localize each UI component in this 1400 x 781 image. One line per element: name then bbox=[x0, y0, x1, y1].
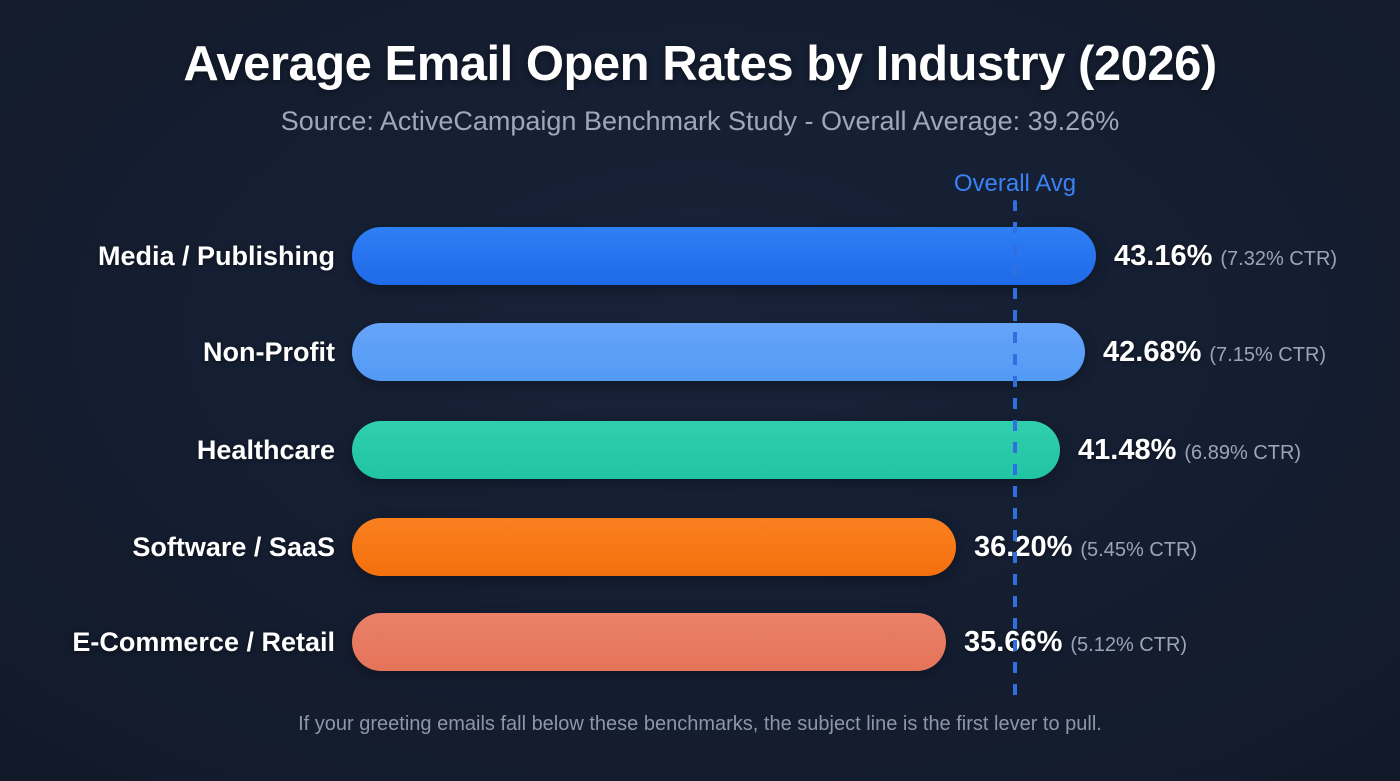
bar bbox=[352, 227, 1096, 285]
bar-ctr-label: (7.32% CTR) bbox=[1220, 248, 1338, 270]
bar-value-label: 36.20% bbox=[974, 531, 1073, 563]
overall-average-label: Overall Avg bbox=[953, 170, 1077, 197]
bar-ctr-label: (5.12% CTR) bbox=[1070, 634, 1188, 656]
bar-row: Media / Publishing 43.16% (7.32% CTR) bbox=[0, 227, 1400, 285]
bar-row: E-Commerce / Retail 35.66%(5.12% CTR) bbox=[0, 613, 1400, 671]
chart-subtitle: Source: ActiveCampaign Benchmark Study -… bbox=[280, 106, 1120, 136]
bar-category-label: Healthcare bbox=[196, 435, 335, 465]
bar-ctr-label: (5.45% CTR) bbox=[1080, 539, 1198, 561]
bar-value-label: 42.68% bbox=[1103, 336, 1202, 368]
bar-category-label: Media / Publishing bbox=[97, 241, 335, 271]
bar-row: Healthcare 41.48% (6.89% CTR) bbox=[0, 421, 1400, 479]
bar bbox=[352, 613, 946, 671]
bar-value-label: 41.48% bbox=[1078, 434, 1177, 466]
bar-category-label: Software / SaaS bbox=[132, 532, 335, 562]
bar-value-group: 36.20% (5.45% CTR) bbox=[974, 518, 1197, 576]
bar-value-group: 43.16% (7.32% CTR) bbox=[1114, 227, 1337, 285]
bar-value-label: 43.16% bbox=[1114, 240, 1213, 272]
bar-category-label: Non-Profit bbox=[203, 337, 335, 367]
bar-ctr-label: (7.15% CTR) bbox=[1209, 344, 1327, 366]
bar bbox=[352, 323, 1085, 381]
bar-category-label: E-Commerce / Retail bbox=[72, 627, 335, 657]
bar bbox=[352, 421, 1060, 479]
bar-value-group: 35.66%(5.12% CTR) bbox=[964, 613, 1187, 671]
bar-value-group: 41.48% (6.89% CTR) bbox=[1078, 421, 1301, 479]
bar-value-group: 42.68% (7.15% CTR) bbox=[1103, 323, 1326, 381]
overall-average-reference-line bbox=[1013, 200, 1017, 697]
chart-footnote: If your greeting emails fall below these… bbox=[298, 713, 1102, 735]
bar-row: Non-Profit 42.68% (7.15% CTR) bbox=[0, 323, 1400, 381]
bar bbox=[352, 518, 956, 576]
bar-ctr-label: (6.89% CTR) bbox=[1184, 442, 1302, 464]
bar-row: Software / SaaS 36.20% (5.45% CTR) bbox=[0, 518, 1400, 576]
chart-title: Average Email Open Rates by Industry (20… bbox=[183, 37, 1217, 91]
